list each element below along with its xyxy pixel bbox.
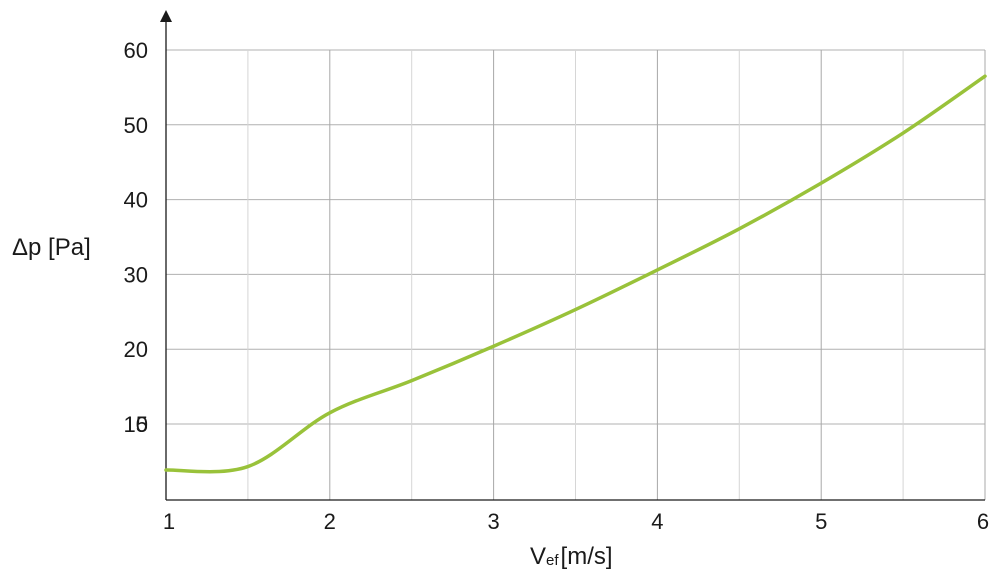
x-tick-label-1: 1 [163, 509, 175, 534]
x-axis-title: Vef[m/s] [530, 543, 613, 570]
x-tick-label-4: 4 [651, 509, 663, 534]
y-tick-label-30: 30 [124, 262, 148, 287]
y-tick-label-50: 50 [124, 113, 148, 138]
series-layer [164, 74, 987, 474]
y-tick-label-10: 10 [124, 412, 148, 437]
y-tick-label-20: 20 [124, 337, 148, 362]
x-tick-label-2: 2 [324, 509, 336, 534]
x-tick-label-3: 3 [487, 509, 499, 534]
y-tick-label-40: 40 [124, 188, 148, 213]
axes [160, 10, 985, 501]
x-tick-label-6: 6 [977, 509, 989, 534]
y-tick-label-60: 60 [124, 38, 148, 63]
y-axis-arrowhead [160, 10, 172, 22]
series-line-0 [164, 74, 987, 474]
y-axis-title: Δp [Pa] [12, 234, 91, 261]
x-axis-title-main: V [530, 543, 546, 570]
x-tick-label-5: 5 [815, 509, 827, 534]
gridlines [166, 49, 986, 500]
x-axis-title-unit: [m/s] [561, 543, 613, 570]
x-axis-title-subscript: ef [546, 552, 559, 569]
y-tick-label-5: 5 [136, 412, 148, 437]
